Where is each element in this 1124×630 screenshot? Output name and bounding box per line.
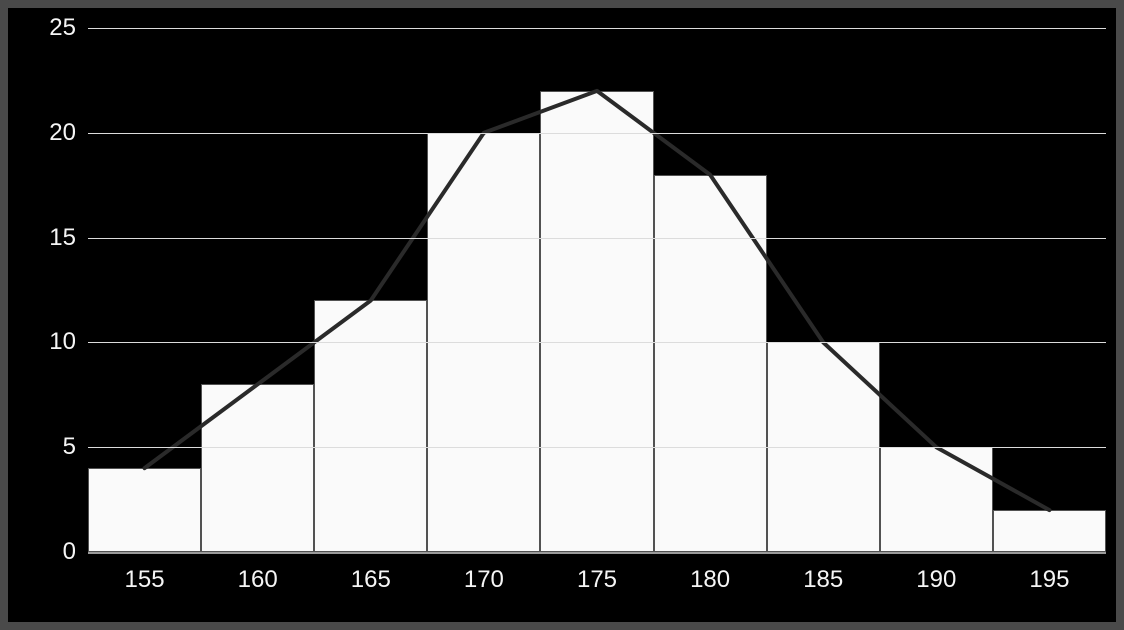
gridline	[88, 342, 1106, 343]
plot-area	[88, 28, 1106, 552]
y-tick-label: 10	[8, 328, 76, 356]
gridline	[88, 133, 1106, 134]
chart-panel: 0 5 10 15 20 25 155 160 165 170 175 180 185 190 195	[8, 8, 1116, 622]
x-tick-label: 160	[238, 566, 278, 594]
x-tick-label: 185	[803, 566, 843, 594]
gridline	[88, 552, 1106, 554]
gridline	[88, 447, 1106, 448]
x-tick-label: 190	[916, 566, 956, 594]
x-tick-label: 155	[125, 566, 165, 594]
x-tick-label: 165	[351, 566, 391, 594]
x-tick-label: 175	[577, 566, 617, 594]
y-tick-label: 0	[8, 538, 76, 566]
gridline	[88, 238, 1106, 239]
y-tick-label: 15	[8, 224, 76, 252]
x-tick-label: 180	[690, 566, 730, 594]
line-overlay	[88, 28, 1106, 552]
y-tick-label: 20	[8, 119, 76, 147]
chart-frame: 0 5 10 15 20 25 155 160 165 170 175 180 185 190 195	[0, 0, 1124, 630]
x-tick-label: 170	[464, 566, 504, 594]
y-tick-label: 5	[8, 433, 76, 461]
chart: 0 5 10 15 20 25 155 160 165 170 175 180 185 190 195	[8, 8, 1116, 622]
x-tick-label: 195	[1029, 566, 1069, 594]
y-tick-label: 25	[8, 14, 76, 42]
gridline	[88, 28, 1106, 29]
